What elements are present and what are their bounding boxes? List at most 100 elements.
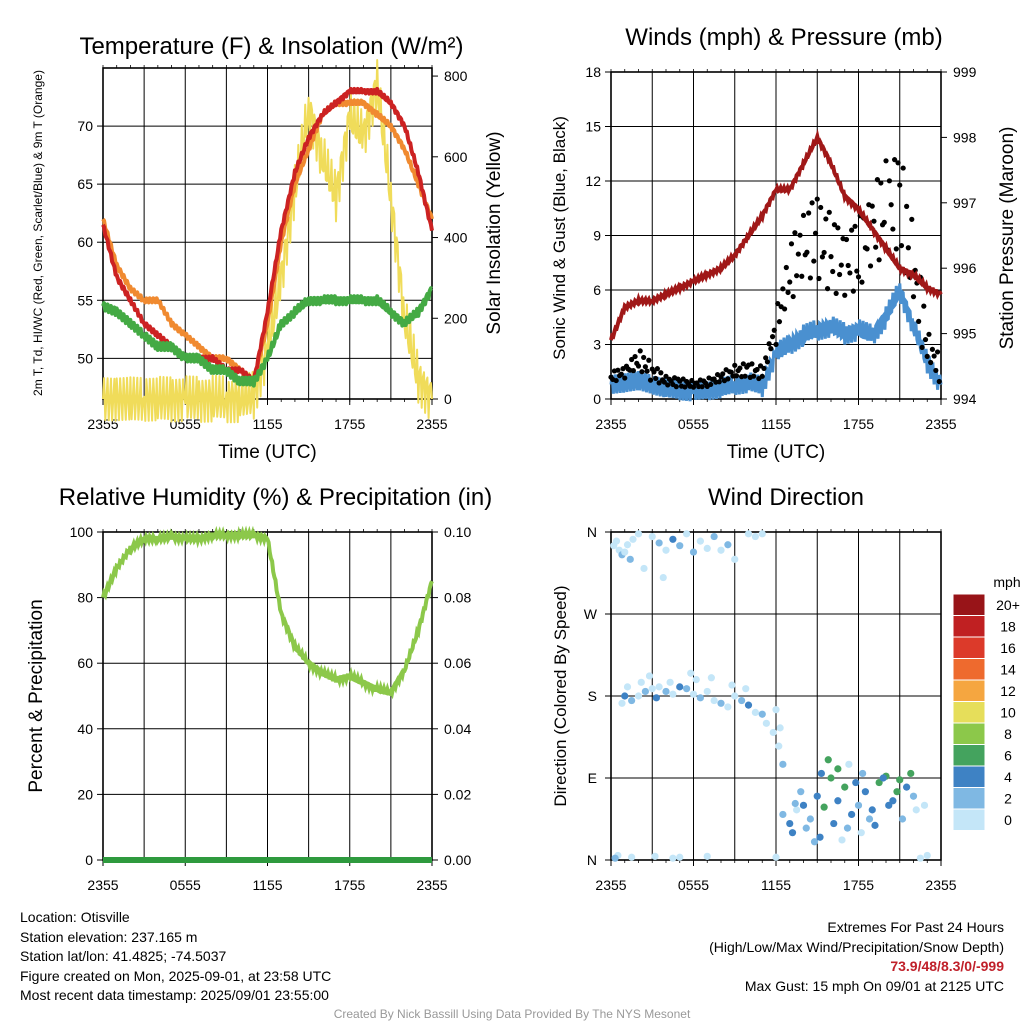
y-tick-label: 70 [77,118,93,134]
gust-point [843,236,850,243]
gust-point [812,230,819,236]
y-right-tick-label: 998 [953,129,977,145]
recent-timestamp: Most recent data timestamp: 2025/09/01 2… [20,987,329,1003]
direction-point [868,806,876,814]
y-tick-label: 65 [77,176,93,192]
direction-point [820,803,828,811]
direction-point [810,838,819,846]
direction-point [841,783,849,791]
gust-point [799,273,805,279]
gust-point [905,245,911,251]
direction-point [655,683,663,691]
colorbar-label: 8 [1004,726,1012,742]
x-tick-label: 2355 [925,877,956,893]
direction-point [861,788,869,796]
direction-point [827,774,835,782]
gust-point [838,262,844,268]
y-right-axis-label: Station Pressure (Maroon) [997,127,1018,350]
gust-point [768,345,774,352]
colorbar-label: 16 [1000,640,1016,656]
direction-point [738,696,746,705]
y-tick-label: 55 [77,292,93,308]
direction-point [799,801,808,809]
gust-point [883,158,889,164]
gust-point [751,373,757,379]
direction-point [817,769,825,778]
direction-point [731,555,739,563]
y-axis-label: Sonic Wind & Gust (Blue, Black) [550,116,569,360]
gust-point [931,353,937,359]
colorbar-label: 20+ [996,597,1020,613]
chart-title: Winds (mph) & Pressure (mb) [625,24,942,51]
gust-point [859,279,865,285]
gust-point [725,376,731,382]
x-tick-label: 2355 [595,877,626,893]
gust-point [936,378,942,385]
gust-point [933,367,939,374]
station-elevation: Station elevation: 237.165 m [20,928,198,945]
direction-point [788,829,797,837]
figure-created: Figure created on Mon, 2025-09-01, at 23… [20,967,332,984]
colorbar-swatch [952,765,986,788]
y-tick-label: 15 [585,119,601,135]
gust-point [847,270,853,276]
gust-point [615,367,621,373]
x-tick-label: 1755 [334,416,365,432]
colorbar-swatch [952,679,986,702]
gust-point [651,369,657,375]
gust-point [622,375,628,381]
direction-point [834,765,842,773]
direction-point [889,797,897,805]
gust-point [878,180,884,186]
gust-point [924,353,930,359]
direction-point [640,564,648,573]
direction-point [912,806,920,814]
y-right-tick-label: 999 [953,64,977,80]
x-axis-label: Time (UTC) [218,442,317,463]
y-tick-label: N [587,524,597,540]
gust-point [910,294,917,300]
colorbar-label: 6 [1004,747,1012,763]
gust-point [806,210,812,216]
y-tick-label: N [587,852,597,868]
gust-point [781,306,788,312]
gust-point [766,341,772,347]
gust-point [771,327,777,333]
gust-point [761,365,767,371]
direction-point [838,836,846,844]
direction-point [623,683,632,691]
gust-point [749,361,755,367]
gust-point [922,336,929,343]
gust-point [824,286,831,292]
direction-point [724,541,732,549]
extremes-title: Extremes For Past 24 Hours [827,919,1004,935]
gust-point [656,380,662,386]
direction-point [848,810,856,819]
series-rh [101,525,434,700]
direction-point [857,829,865,837]
direction-point [791,799,799,808]
colorbar-swatch [952,615,986,638]
x-tick-label: 1755 [843,416,874,432]
gust-point [632,353,638,360]
gust-point [639,369,645,375]
direction-point [772,706,780,714]
temperature-panel: 2355 0555 1155 1755 235550556065700200400600… [31,33,505,463]
gust-point [654,366,661,372]
direction-point [645,672,654,680]
y-tick-label: 9 [593,228,601,244]
y-tick-label: 18 [585,64,601,80]
gust-point [852,223,858,229]
y-right-tick-label: 996 [953,260,977,276]
gust-point [916,318,922,324]
direction-point [916,854,924,862]
gust-point [665,382,671,388]
direction-point [775,742,783,750]
colorbar-swatch [952,658,986,681]
x-tick-label: 2355 [87,416,118,432]
gust-point [823,216,829,222]
direction-point [696,537,704,545]
gust-point [811,258,817,264]
colorbar: mph 20+ 18 16 14 12 10 8 6 4 2 0 [952,574,1021,831]
direction-point [703,852,711,860]
